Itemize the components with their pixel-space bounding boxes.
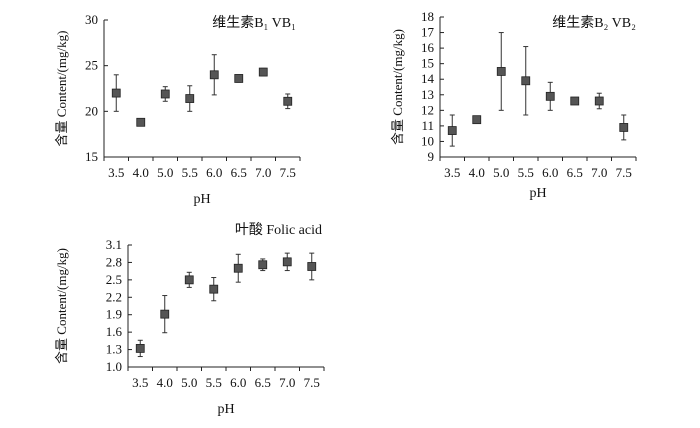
x-axis-title: pH	[217, 402, 234, 417]
data-point	[496, 67, 506, 76]
y-tick-label: 2.8	[106, 254, 122, 269]
data-point	[594, 96, 604, 106]
x-axis-title: pH	[529, 186, 546, 201]
data-point	[447, 126, 457, 135]
y-tick-label: 1.3	[106, 342, 122, 357]
y-tick-label: 9	[428, 149, 435, 164]
x-tick-label: 3.5	[444, 165, 460, 180]
x-tick-label: 7.0	[279, 375, 295, 390]
data-point	[135, 344, 145, 353]
x-tick-label: 7.0	[591, 165, 607, 180]
data-point	[619, 123, 629, 132]
x-tick-label: 6.5	[255, 375, 271, 390]
x-tick-label: 5.5	[206, 375, 222, 390]
x-tick-label: 3.5	[132, 375, 148, 390]
data-point	[570, 96, 580, 106]
chart-panel-folic: 1.0 1.3 1.6 1.9 2.2 2.5 2.8 3.1 3.5 4.0 5.0 5.5 6.0 6…	[54, 222, 325, 417]
data-point	[283, 96, 293, 106]
data-point	[209, 70, 219, 80]
x-tick-label: 7.0	[255, 165, 271, 180]
data-point	[111, 88, 121, 98]
x-tick-label: 4.0	[469, 165, 485, 180]
y-tick-label: 17	[421, 25, 435, 40]
data-point	[307, 262, 317, 271]
x-tick-label: 4.0	[157, 375, 173, 390]
y-tick-label: 12	[421, 102, 434, 117]
y-tick-label: 13	[421, 87, 434, 102]
chart-title: 叶酸 Folic acid	[235, 222, 322, 238]
y-tick-label: 2.5	[106, 272, 122, 287]
data-point	[160, 309, 170, 319]
data-point	[136, 117, 146, 127]
x-tick-label: 5.0	[493, 165, 509, 180]
x-tick-label: 7.5	[616, 165, 632, 180]
data-point	[185, 94, 195, 103]
y-tick-label: 14	[421, 71, 435, 86]
data-point	[233, 263, 243, 273]
data-point	[472, 115, 482, 125]
y-axis-title: 含量 Content/(mg/kg)	[54, 31, 69, 147]
chart-title: 维生素B₂ VB₂	[552, 15, 636, 31]
data-point	[258, 67, 268, 77]
y-tick-label: 15	[421, 56, 434, 71]
y-axis-title: 含量 Content/(mg/kg)	[54, 248, 69, 364]
y-tick-label: 11	[421, 118, 434, 133]
x-axis-title: pH	[193, 192, 210, 207]
data-point	[545, 91, 555, 101]
x-tick-label: 6.0	[542, 165, 558, 180]
y-tick-label: 15	[85, 149, 98, 164]
y-axis-title: 含量 Content/(mg/kg)	[390, 29, 405, 145]
y-tick-label: 25	[85, 58, 98, 73]
x-tick-label: 3.5	[108, 165, 124, 180]
y-tick-label: 1.6	[106, 324, 123, 339]
chart-panel-vb1: 15 20 25 30 3.5 4.0 5.0 5.5 6.0 6.5 7.0 7.5 维生素B₁ VB…	[54, 12, 301, 207]
x-tick-label: 7.5	[304, 375, 320, 390]
x-tick-label: 4.0	[133, 165, 149, 180]
y-tick-label: 1.0	[106, 359, 122, 374]
data-point	[209, 284, 219, 294]
y-tick-label: 20	[85, 103, 98, 118]
data-point	[521, 76, 531, 86]
y-tick-label: 16	[421, 40, 435, 55]
x-tick-label: 6.5	[567, 165, 583, 180]
data-point	[184, 275, 194, 285]
x-tick-label: 5.0	[181, 375, 197, 390]
x-tick-label: 5.5	[518, 165, 534, 180]
y-tick-label: 3.1	[106, 237, 122, 252]
chart-title: 维生素B₁ VB₁	[212, 15, 296, 31]
y-tick-label: 1.9	[106, 307, 122, 322]
data-point	[258, 260, 268, 270]
data-point	[282, 257, 292, 267]
data-point	[234, 74, 244, 83]
x-tick-label: 6.0	[230, 375, 246, 390]
x-tick-label: 5.5	[182, 165, 198, 180]
x-tick-label: 5.0	[157, 165, 173, 180]
x-tick-label: 6.0	[206, 165, 222, 180]
x-tick-label: 6.5	[231, 165, 247, 180]
y-tick-label: 30	[85, 12, 98, 27]
x-tick-label: 7.5	[280, 165, 296, 180]
y-tick-label: 10	[421, 133, 434, 148]
y-tick-label: 18	[421, 9, 434, 24]
data-point	[160, 89, 170, 99]
y-tick-label: 2.2	[106, 289, 122, 304]
